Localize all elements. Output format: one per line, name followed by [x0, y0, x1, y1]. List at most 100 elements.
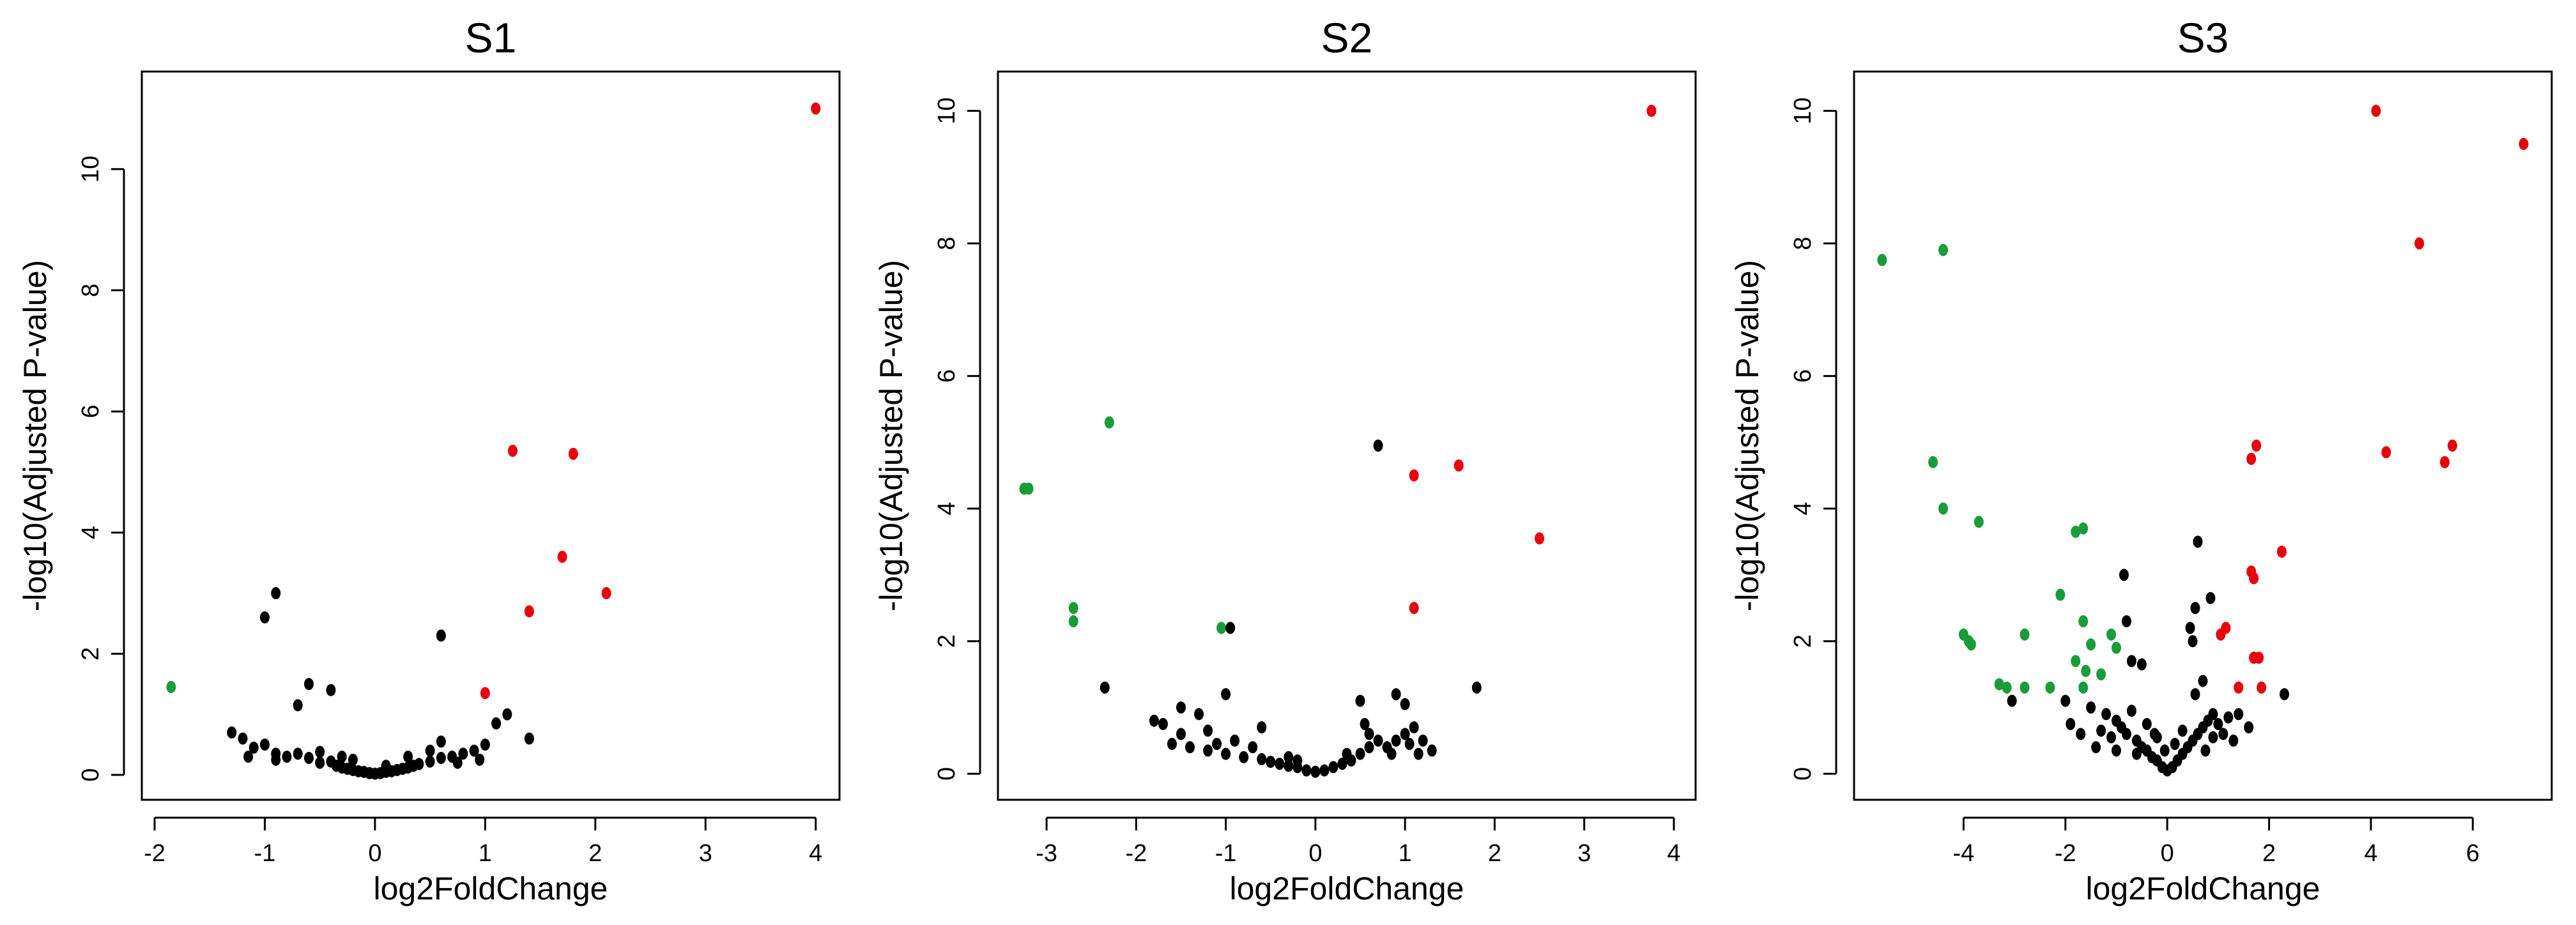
non-significant-point: [436, 735, 446, 748]
x-tick-label: 0: [2161, 840, 2174, 867]
down-regulated-point: [2055, 588, 2066, 601]
non-significant-point: [2193, 535, 2203, 548]
non-significant-point: [2223, 711, 2234, 724]
non-significant-point: [1176, 728, 1186, 740]
down-regulated-point: [1019, 482, 1029, 495]
down-regulated-point: [1974, 516, 1984, 528]
up-regulated-point: [524, 605, 534, 618]
x-tick-label: -1: [254, 840, 276, 867]
non-significant-point: [271, 753, 281, 766]
non-significant-point: [491, 717, 502, 730]
non-significant-point: [2131, 747, 2142, 760]
non-significant-point: [259, 738, 270, 751]
non-significant-point: [1221, 688, 1231, 701]
non-significant-point: [337, 751, 347, 763]
panel-s1: S1 -2 -1 0 1 2 3 4 0 2 4 6 8 10 log2FoldChange -log10(A…: [17, 14, 841, 906]
y-axis-label: -log10(Adjusted P-value): [873, 260, 909, 611]
x-tick-label: -2: [1125, 840, 1147, 867]
x-tick-label: 0: [1308, 840, 1322, 867]
non-significant-point: [2126, 705, 2136, 717]
non-significant-point: [243, 751, 254, 763]
non-significant-point: [1355, 694, 1365, 707]
non-significant-point: [2218, 728, 2228, 740]
non-significant-point: [2190, 602, 2200, 615]
non-significant-point: [282, 751, 292, 763]
non-significant-point: [436, 751, 446, 764]
x-tick-label: 2: [588, 840, 602, 867]
down-regulated-point: [166, 681, 176, 694]
non-significant-point: [2106, 731, 2117, 744]
non-significant-point: [1100, 681, 1110, 694]
non-significant-point: [414, 758, 424, 770]
non-significant-point: [2060, 694, 2071, 707]
non-significant-point: [2280, 688, 2290, 701]
non-significant-point: [1328, 761, 1338, 774]
up-regulated-point: [1409, 469, 1419, 482]
down-regulated-point: [2071, 525, 2081, 538]
non-significant-point: [348, 753, 358, 766]
y-tick-label: 2: [77, 647, 104, 661]
y-tick-label: 10: [933, 97, 960, 124]
y-tick-label: 10: [1790, 97, 1816, 124]
non-significant-point: [1185, 741, 1195, 754]
non-significant-point: [1409, 721, 1419, 734]
non-significant-point: [1418, 734, 1428, 747]
down-regulated-point: [1216, 622, 1227, 634]
down-regulated-point: [2002, 681, 2012, 694]
down-regulated-point: [1994, 678, 2004, 691]
panel-s2: S2 -3 -2 -1 0 1 2 3 4 0 2 4 6 8 10 log2FoldChange -log10…: [873, 14, 1697, 906]
non-significant-point: [1471, 681, 1482, 694]
y-tick-label: 4: [77, 526, 104, 539]
non-significant-point: [2007, 694, 2017, 707]
down-regulated-point: [2078, 615, 2089, 628]
plot-frame: [997, 70, 1697, 801]
up-regulated-point: [507, 445, 518, 457]
non-significant-point: [2066, 717, 2076, 730]
non-significant-point: [1373, 734, 1383, 747]
non-significant-point: [303, 751, 314, 764]
non-significant-point: [2188, 635, 2198, 648]
x-tick-label: 0: [368, 840, 381, 867]
non-significant-point: [2244, 721, 2254, 734]
non-significant-point: [1266, 756, 1276, 768]
non-significant-point: [502, 708, 512, 721]
down-regulated-point: [2020, 681, 2030, 694]
x-tick-label: 4: [809, 840, 822, 867]
non-significant-point: [1221, 747, 1231, 760]
non-significant-point: [2136, 658, 2147, 671]
non-significant-point: [227, 726, 237, 739]
non-significant-point: [271, 587, 281, 600]
x-tick-label: -3: [1036, 840, 1057, 867]
up-regulated-point: [2371, 105, 2381, 118]
non-significant-point: [436, 629, 446, 642]
x-axis-label: log2FoldChange: [374, 871, 608, 906]
panel-s3: S3 -4 -2 0 2 4 6 0 2 4 6 8 10 log2FoldChange -log10(Ad…: [1729, 14, 2553, 906]
non-significant-point: [326, 684, 336, 696]
non-significant-point: [1230, 734, 1240, 747]
y-axis-label: -log10(Adjusted P-value): [1729, 260, 1765, 611]
non-significant-point: [1373, 440, 1383, 452]
non-significant-point: [469, 744, 479, 757]
up-regulated-point: [1535, 532, 1545, 545]
y-tick-label: 8: [77, 284, 104, 297]
non-significant-point: [1386, 747, 1397, 760]
up-regulated-point: [601, 587, 611, 600]
non-significant-point: [1257, 753, 1267, 765]
non-significant-point: [2096, 724, 2106, 737]
non-significant-point: [259, 611, 270, 623]
non-significant-point: [2208, 731, 2218, 744]
up-regulated-point: [1453, 459, 1464, 472]
x-tick-label: 3: [1577, 840, 1591, 867]
non-significant-point: [315, 756, 325, 769]
non-significant-point: [2177, 724, 2188, 737]
non-significant-point: [1284, 751, 1294, 763]
non-significant-point: [2170, 738, 2180, 751]
down-regulated-point: [1068, 615, 1078, 628]
non-significant-point: [2185, 622, 2195, 634]
non-significant-point: [1310, 765, 1321, 778]
up-regulated-point: [2254, 652, 2264, 664]
non-significant-point: [1400, 698, 1410, 710]
up-regulated-point: [2216, 628, 2226, 641]
down-regulated-point: [1928, 456, 1938, 469]
